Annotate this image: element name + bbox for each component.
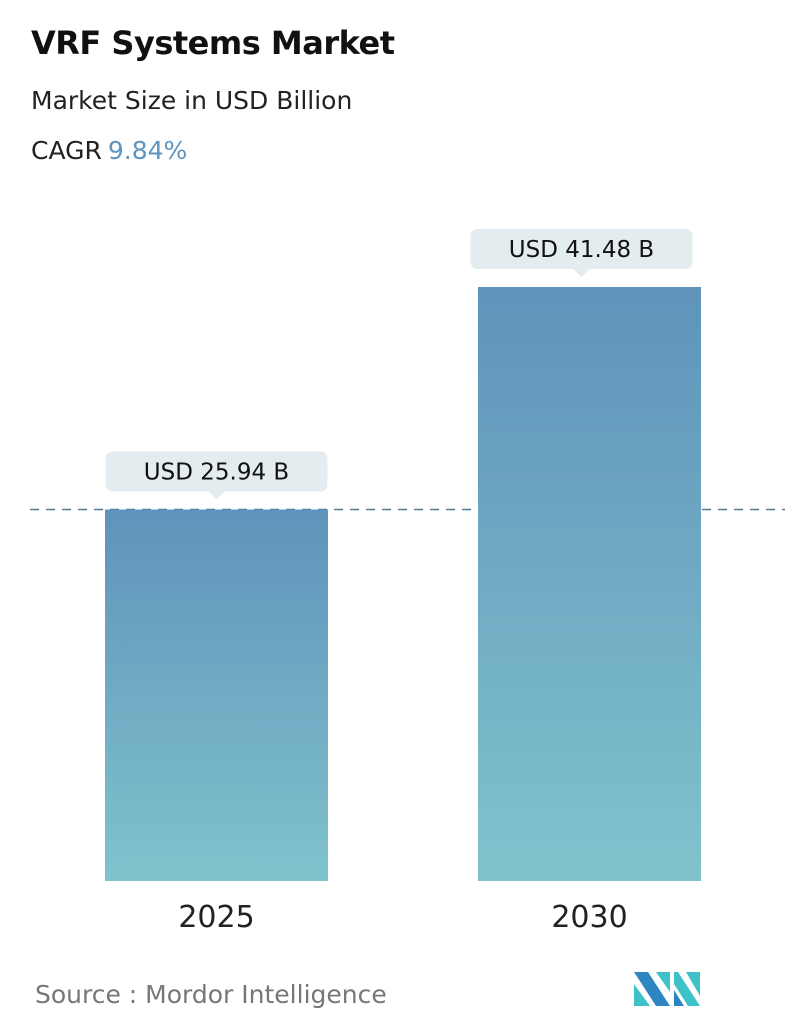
bar-2030 (478, 287, 701, 881)
data-label-pointer (208, 491, 225, 500)
x-tick-label: 2030 (551, 900, 627, 935)
source-text: Source : Mordor Intelligence (35, 980, 387, 1009)
chart-subtitle: Market Size in USD Billion (31, 86, 353, 115)
cagr: CAGR 9.84% (31, 136, 187, 165)
data-label: USD 25.94 B (144, 460, 289, 486)
data-label-box (470, 229, 693, 269)
mordor-logo-icon (634, 972, 700, 1006)
data-label: USD 41.48 B (509, 237, 654, 263)
cagr-value: 9.84% (107, 136, 188, 165)
cagr-label: CAGR (31, 136, 102, 165)
chart-title: VRF Systems Market (31, 24, 395, 62)
data-label-pointer (573, 269, 590, 277)
bar-2025 (105, 509, 328, 881)
data-label-box (105, 451, 328, 492)
x-tick-label: 2025 (178, 900, 254, 935)
